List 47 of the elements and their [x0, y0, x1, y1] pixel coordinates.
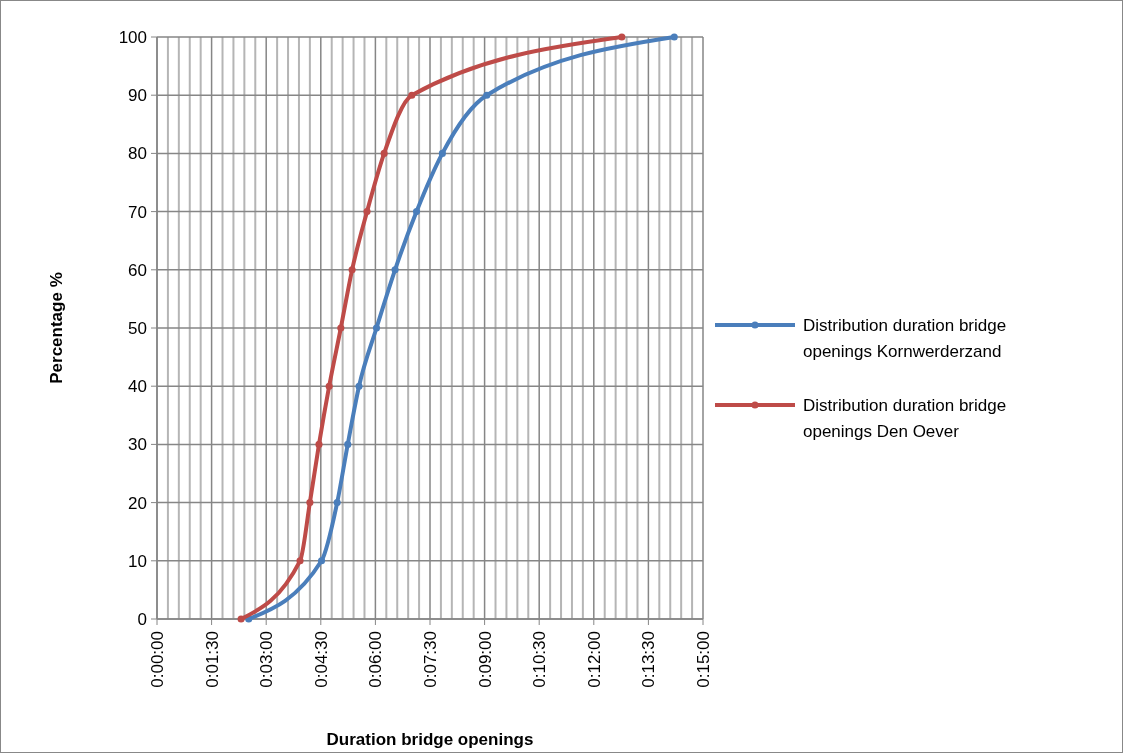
point: [438, 149, 446, 157]
point: [237, 615, 245, 623]
point: [483, 91, 491, 99]
y-tick-label: 90: [128, 86, 147, 106]
point: [296, 557, 304, 565]
point: [618, 33, 626, 41]
point: [412, 208, 421, 216]
y-tick-label: 10: [128, 551, 147, 571]
x-tick-label: 0:06:00: [366, 631, 386, 688]
x-tick-label: 0:12:00: [584, 631, 604, 688]
point: [408, 91, 416, 99]
x-tick-label: 0:03:00: [257, 631, 277, 688]
y-tick-label: 50: [128, 319, 147, 338]
point: [380, 149, 388, 157]
x-tick-label: 0:00:00: [148, 631, 167, 688]
x-axis-title: Duration bridge openings: [326, 730, 534, 749]
point: [315, 440, 323, 448]
y-tick-label: 70: [128, 202, 147, 222]
point: [670, 33, 678, 41]
point: [348, 266, 356, 274]
x-tick-label: 0:07:30: [421, 631, 440, 688]
point: [372, 324, 381, 332]
x-tick-label: 0:13:30: [639, 631, 659, 688]
point: [363, 208, 371, 216]
y-tick-label: 60: [128, 260, 147, 280]
point: [325, 382, 333, 390]
point: [333, 499, 341, 507]
x-tick-label: 0:09:00: [475, 631, 495, 688]
y-tick-label: 80: [128, 144, 147, 164]
y-tick-label: 30: [128, 435, 147, 455]
y-tick-label: 40: [128, 377, 147, 397]
y-axis-title: Percentage %: [47, 272, 66, 384]
point: [306, 499, 314, 507]
y-tick-label: 100: [118, 28, 147, 47]
y-tick-label: 20: [128, 493, 147, 513]
point: [355, 382, 363, 390]
x-tick-label: 0:04:30: [311, 631, 331, 688]
point: [317, 557, 326, 565]
x-tick-label: 0:10:30: [530, 631, 550, 688]
point: [337, 324, 345, 332]
legend-label: Distribution duration bridge openings Kornwerderzand: [803, 316, 1007, 361]
x-tick-label: 0:15:00: [694, 631, 713, 688]
x-tick-label: 0:01:30: [202, 631, 222, 688]
legend-label: Distribution duration bridge openings Den Oever: [803, 396, 1007, 441]
point: [391, 266, 399, 274]
point: [344, 440, 352, 448]
y-tick-label: 0: [137, 610, 147, 629]
